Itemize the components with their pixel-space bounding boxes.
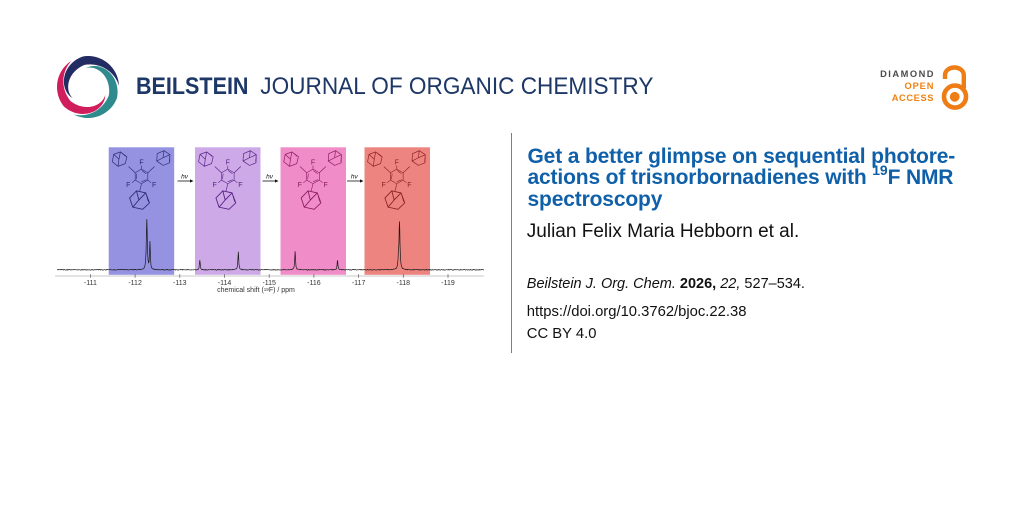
svg-text:F: F — [381, 182, 385, 189]
svg-text:F: F — [395, 159, 399, 166]
svg-text:-112: -112 — [128, 280, 142, 287]
svg-text:hν: hν — [351, 174, 359, 181]
svg-text:-114: -114 — [218, 280, 232, 287]
svg-text:-116: -116 — [307, 280, 321, 287]
svg-text:F: F — [238, 182, 242, 189]
svg-text:-113: -113 — [173, 280, 187, 287]
svg-text:F: F — [323, 182, 327, 189]
svg-text:F: F — [139, 159, 143, 166]
svg-text:hν: hν — [181, 174, 189, 181]
svg-text:-119: -119 — [441, 280, 455, 287]
svg-text:-115: -115 — [262, 280, 276, 287]
svg-text:F: F — [126, 182, 130, 189]
svg-text:hν: hν — [266, 174, 274, 181]
svg-text:-118: -118 — [397, 280, 411, 287]
svg-text:chemical shift (19F) / ppm: chemical shift (19F) / ppm — [217, 286, 295, 294]
svg-text:F: F — [226, 159, 230, 166]
svg-text:F: F — [298, 182, 302, 189]
svg-text:-117: -117 — [352, 280, 366, 287]
svg-text:-111: -111 — [84, 280, 97, 287]
svg-text:F: F — [152, 182, 156, 189]
svg-text:F: F — [311, 159, 315, 166]
svg-text:F: F — [212, 182, 216, 189]
svg-text:F: F — [407, 182, 411, 189]
